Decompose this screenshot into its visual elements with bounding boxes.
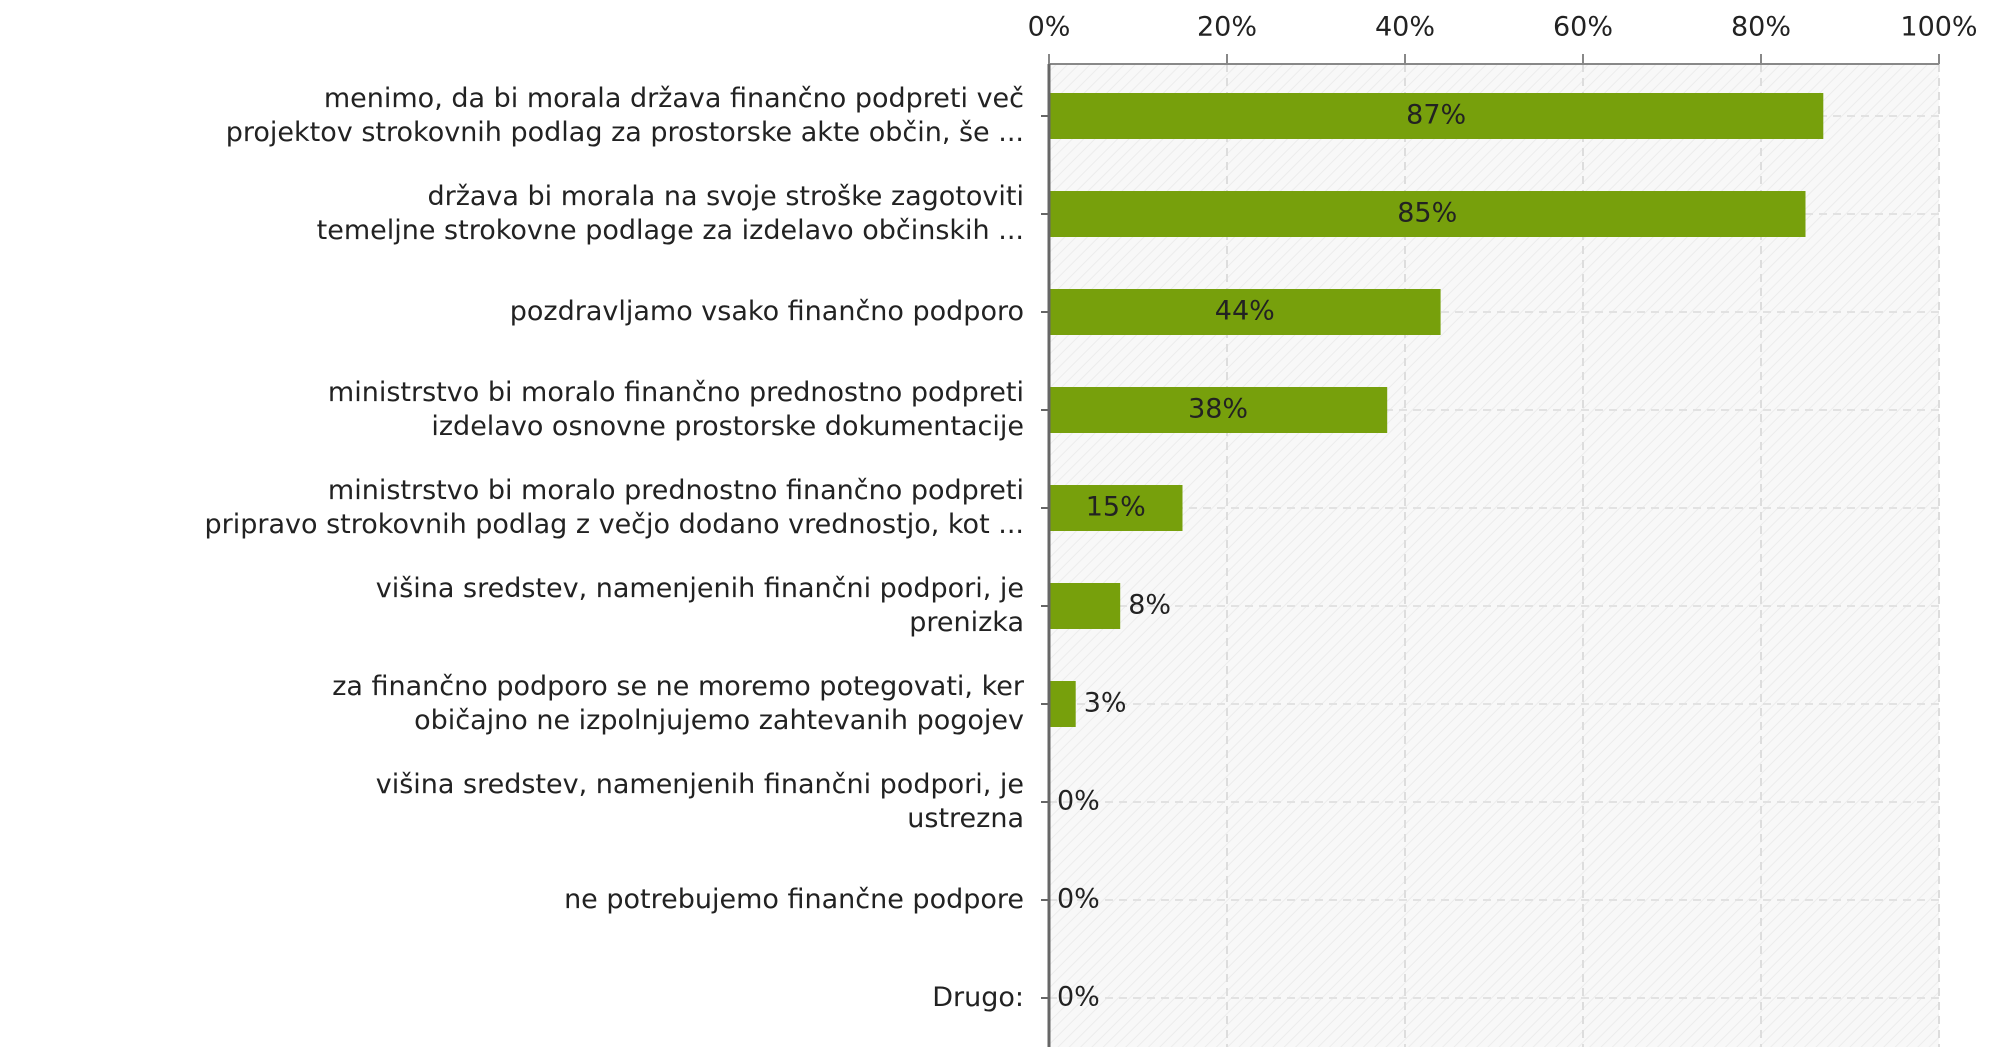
x-tick-label: 0%: [1028, 12, 1071, 43]
y-tick-label: menimo, da bi morala država finančno pod…: [226, 83, 1024, 148]
value-label: 15%: [1086, 492, 1146, 523]
x-tick-label: 60%: [1553, 12, 1613, 43]
bar: [1049, 191, 1806, 237]
bar: [1049, 387, 1388, 433]
value-label: 0%: [1057, 884, 1100, 915]
value-label: 44%: [1215, 296, 1275, 327]
bar: [1049, 93, 1824, 139]
x-tick-label: 20%: [1197, 12, 1257, 43]
value-label: 0%: [1057, 786, 1100, 817]
y-tick-label: višina sredstev, namenjenih finančni pod…: [376, 573, 1024, 638]
bar: [1049, 289, 1441, 335]
value-label: 3%: [1084, 688, 1127, 719]
bar: [1049, 681, 1076, 727]
y-tick-label: ne potrebujemo finančne podpore: [564, 884, 1024, 915]
y-tick-label: država bi morala na svoje stroške zagoto…: [317, 181, 1024, 246]
y-tick-label: za finančno podporo se ne moremo potegov…: [332, 671, 1025, 736]
y-tick-label: višina sredstev, namenjenih finančni pod…: [376, 769, 1024, 834]
value-label: 8%: [1128, 590, 1171, 621]
x-tick-label: 40%: [1375, 12, 1435, 43]
value-label: 87%: [1406, 100, 1466, 131]
bar: [1049, 583, 1121, 629]
value-label: 0%: [1057, 982, 1100, 1013]
bar: [1049, 485, 1183, 531]
y-tick-label: ministrstvo bi moralo prednostno finančn…: [205, 475, 1025, 540]
value-label: 85%: [1397, 198, 1457, 229]
value-label: 38%: [1188, 394, 1248, 425]
y-tick-label: Drugo:: [932, 982, 1024, 1013]
y-tick-label: pozdravljamo vsako finančno podporo: [510, 296, 1024, 327]
y-tick-label: ministrstvo bi moralo finančno prednostn…: [328, 377, 1024, 442]
x-tick-label: 80%: [1731, 12, 1791, 43]
x-tick-label: 100%: [1900, 12, 1977, 43]
